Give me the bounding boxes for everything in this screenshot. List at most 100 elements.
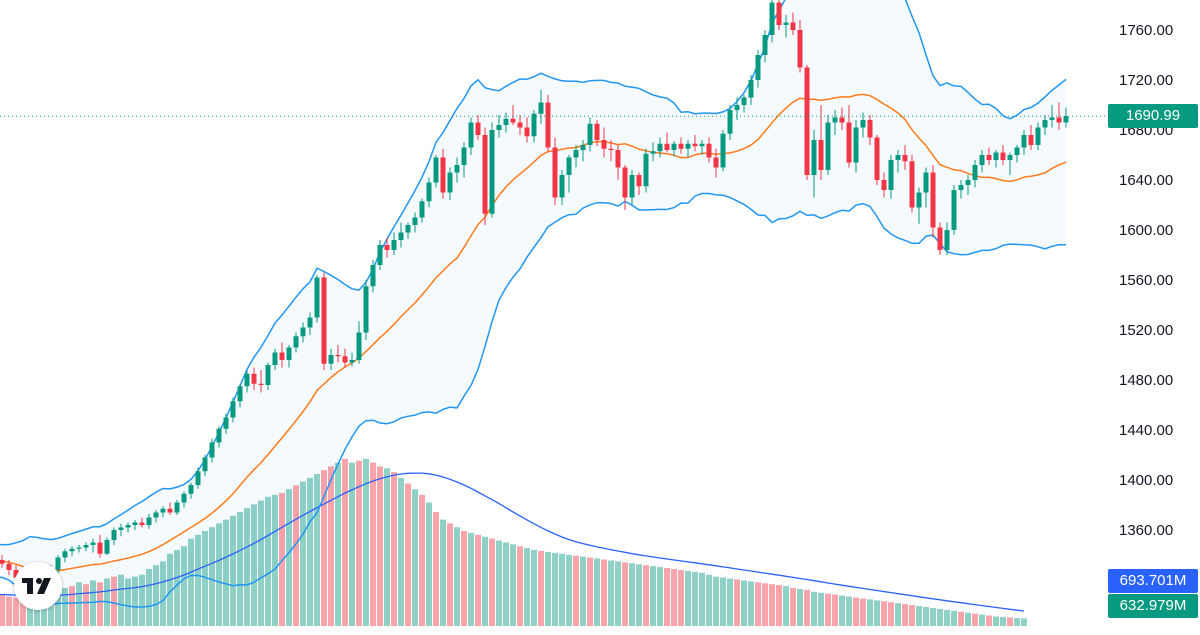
candle-body xyxy=(321,277,327,364)
candle-body xyxy=(811,140,817,175)
candle xyxy=(692,135,698,152)
volume-bar xyxy=(895,603,901,626)
candle-body xyxy=(923,172,929,193)
candle xyxy=(118,523,124,537)
volume-bar xyxy=(377,466,383,626)
candles xyxy=(0,0,1069,603)
candle xyxy=(678,137,684,154)
candle xyxy=(895,150,901,173)
volume-bar xyxy=(461,531,467,626)
volume-bar xyxy=(853,597,859,626)
candle xyxy=(720,130,726,172)
volume-bar xyxy=(944,609,950,626)
volume-bar xyxy=(139,574,145,626)
volume-bar xyxy=(13,597,19,626)
volume-bar xyxy=(755,582,761,626)
middle-band-line xyxy=(0,93,1067,573)
candle xyxy=(251,367,257,390)
volume-bar xyxy=(517,546,523,626)
candle xyxy=(139,517,145,528)
candle-body xyxy=(209,442,215,458)
candle xyxy=(608,140,614,162)
volume-bar xyxy=(552,552,558,626)
candle xyxy=(517,115,523,135)
candle xyxy=(160,506,166,518)
candle xyxy=(944,222,950,255)
volume-bar xyxy=(993,616,999,626)
volume-bar xyxy=(181,546,187,626)
candle-body xyxy=(531,113,537,137)
candle-body xyxy=(440,157,446,193)
volume-bar xyxy=(608,560,614,626)
candle xyxy=(62,548,68,563)
candle xyxy=(195,467,201,489)
candle-body xyxy=(181,493,187,503)
candle-body xyxy=(671,143,677,150)
candle xyxy=(174,500,180,515)
candle-body xyxy=(433,157,439,183)
candle xyxy=(958,180,964,199)
candle xyxy=(755,50,761,88)
candle xyxy=(783,15,789,38)
candle-body xyxy=(272,352,278,365)
candle xyxy=(496,115,502,138)
candle xyxy=(1000,145,1006,165)
candle-body xyxy=(426,182,432,202)
candle-body xyxy=(776,2,782,25)
candle xyxy=(860,112,866,138)
candle-body xyxy=(1056,117,1062,123)
candle-body xyxy=(405,225,411,233)
candle-body xyxy=(853,127,859,163)
volume-bar xyxy=(986,615,992,626)
candle xyxy=(314,275,320,323)
candle-body xyxy=(825,122,831,170)
candle xyxy=(440,148,446,199)
candle-body xyxy=(881,180,887,190)
candle xyxy=(566,155,572,193)
upper-band-line xyxy=(0,0,1067,546)
volume-bar xyxy=(1014,618,1020,626)
volume-bar xyxy=(643,565,649,626)
candle xyxy=(475,115,481,140)
candle-body xyxy=(1000,152,1006,160)
volume-bar xyxy=(811,591,817,626)
candle-body xyxy=(1063,116,1069,123)
candle xyxy=(6,560,12,575)
candle xyxy=(923,167,929,208)
candle-body xyxy=(244,373,250,387)
volume-bar xyxy=(916,606,922,626)
candle xyxy=(328,348,334,370)
candle-body xyxy=(979,155,985,165)
volume-bar xyxy=(384,468,390,626)
candle-body xyxy=(167,508,173,513)
volume-bar xyxy=(20,595,26,626)
candle-body xyxy=(496,125,502,130)
volume-bar xyxy=(622,562,628,626)
tradingview-logo[interactable] xyxy=(14,562,62,610)
volume-bar xyxy=(6,596,12,626)
volume-bar xyxy=(496,540,502,626)
candle xyxy=(727,105,733,140)
volume-bar xyxy=(937,608,943,626)
candle xyxy=(426,177,432,208)
volume-bar xyxy=(804,589,810,626)
candle xyxy=(664,132,670,153)
candle xyxy=(1035,122,1041,150)
candle xyxy=(181,491,187,508)
volume-bar xyxy=(209,527,215,626)
candle xyxy=(986,147,992,165)
volume-bar xyxy=(503,542,509,626)
candle xyxy=(489,122,495,218)
candle-body xyxy=(160,508,166,513)
volume-bar xyxy=(972,613,978,626)
candle xyxy=(265,362,271,390)
volume-bar xyxy=(90,580,96,626)
candle xyxy=(797,20,803,73)
candle-body xyxy=(0,560,5,564)
volume-bar xyxy=(615,561,621,626)
candle-body xyxy=(370,265,376,287)
candle-body xyxy=(195,471,201,485)
bollinger-lines xyxy=(0,0,1067,608)
